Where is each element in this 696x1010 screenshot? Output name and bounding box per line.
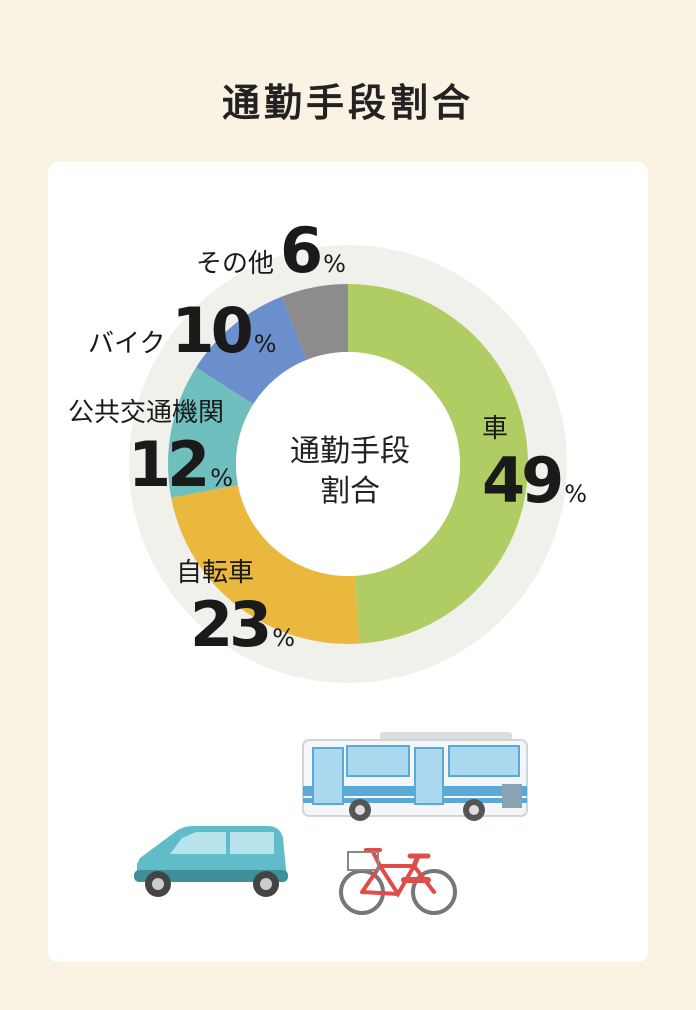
slice-label-4: その他6% <box>196 220 346 282</box>
slice-value-0: 49 <box>482 444 564 517</box>
slice-0 <box>348 284 529 644</box>
center-label-line1: 通勤手段 <box>290 434 410 469</box>
slice-unit-4: % <box>323 250 346 278</box>
bus-illustration <box>302 732 528 821</box>
slice-value-4: 6 <box>280 214 323 287</box>
slice-2 <box>168 367 254 498</box>
slice-value-2: 12 <box>128 428 210 501</box>
slice-unit-1: % <box>272 624 296 652</box>
slice-label-1: 自転車 23% <box>176 560 295 656</box>
slice-label-3: バイク10% <box>88 300 277 362</box>
slice-name-0: 車 <box>482 414 509 444</box>
page-title: 通勤手段割合 <box>221 81 474 125</box>
slice-name-3: バイク <box>88 329 166 359</box>
slice-unit-2: % <box>210 464 234 492</box>
slice-1 <box>171 484 360 645</box>
slice-unit-0: % <box>564 480 588 508</box>
slice-4 <box>281 284 348 360</box>
donut-hole <box>236 352 460 576</box>
slice-name-4: その他 <box>196 249 275 279</box>
bicycle-illustration <box>339 848 457 915</box>
slice-name-1: 自転車 <box>176 558 255 588</box>
center-label: 通勤手段 割合 <box>270 432 430 512</box>
slice-label-2: 公共交通機関 12% <box>68 400 233 496</box>
car-illustration <box>134 826 288 897</box>
center-label-line2: 割合 <box>320 474 380 509</box>
slice-value-1: 23 <box>190 588 272 661</box>
slice-label-0: 車 49% <box>482 416 587 512</box>
slice-unit-3: % <box>253 330 277 358</box>
slice-value-3: 10 <box>171 294 253 367</box>
slice-name-2: 公共交通機関 <box>68 398 225 428</box>
slice-3 <box>196 296 307 404</box>
